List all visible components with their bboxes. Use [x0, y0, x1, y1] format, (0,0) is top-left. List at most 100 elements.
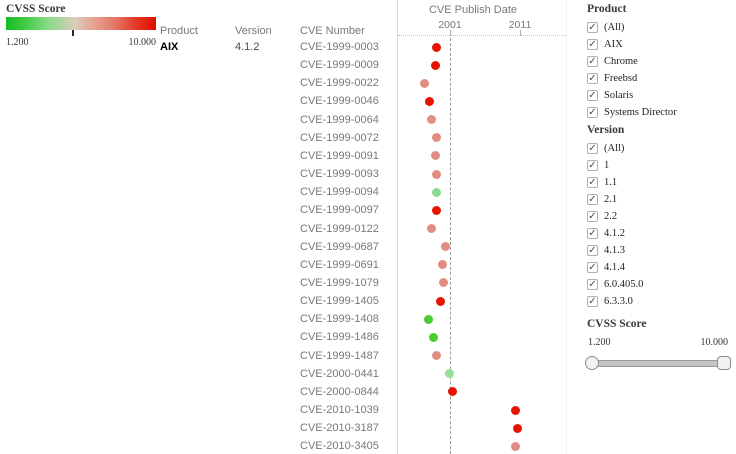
product-filter-title: Product [587, 3, 627, 15]
checkbox-checked-icon[interactable]: ✓ [587, 296, 598, 307]
cve-number-cell: CVE-2010-3405 [300, 440, 379, 453]
product-filter-option-chrome[interactable]: ✓ Chrome [587, 53, 677, 70]
version-filter-option-6-3-3-0[interactable]: ✓ 6.3.3.0 [587, 293, 643, 310]
cve-number-cell: CVE-1999-0091 [300, 149, 379, 162]
cve-mark-dot[interactable] [511, 441, 521, 451]
cve-mark-dot[interactable] [430, 60, 440, 70]
cve-mark-dot[interactable] [431, 187, 441, 197]
cvss-slider-track[interactable] [592, 360, 726, 367]
checkbox-checked-icon[interactable]: ✓ [587, 194, 598, 205]
filter-option-label: Systems Director [604, 107, 677, 118]
product-filter-option--all-[interactable]: ✓ (All) [587, 19, 677, 36]
cve-number-cell: CVE-1999-0122 [300, 222, 379, 235]
cve-mark-dot[interactable] [423, 314, 433, 324]
cve-mark-dot[interactable] [420, 78, 430, 88]
x-tick-mark [450, 30, 451, 36]
color-gradient-bar [6, 17, 156, 30]
checkbox-checked-icon[interactable]: ✓ [587, 39, 598, 50]
column-header-version[interactable]: Version [235, 25, 272, 37]
cve-row: CVE-1999-0122 [0, 220, 400, 238]
filter-option-label: 4.1.2 [604, 228, 625, 239]
product-filter-option-aix[interactable]: ✓ AIX [587, 36, 677, 53]
cvss-slider-right-handle[interactable] [717, 356, 731, 370]
cve-mark-dot[interactable] [431, 169, 441, 179]
checkbox-checked-icon[interactable]: ✓ [587, 228, 598, 239]
cve-mark-dot[interactable] [513, 423, 523, 433]
checkbox-checked-icon[interactable]: ✓ [587, 160, 598, 171]
cve-row: CVE-1999-0093 [0, 165, 400, 183]
cve-row: CVE-1999-0009 [0, 56, 400, 74]
filter-option-label: Chrome [604, 56, 638, 67]
checkbox-checked-icon[interactable]: ✓ [587, 211, 598, 222]
cve-number-cell: CVE-1999-0094 [300, 186, 379, 199]
cve-number-cell: CVE-1999-0691 [300, 258, 379, 271]
cve-number-cell: CVE-1999-0687 [300, 240, 379, 253]
cve-row: CVE-2000-0844 [0, 383, 400, 401]
filter-option-label: 6.3.3.0 [604, 296, 633, 307]
checkbox-checked-icon[interactable]: ✓ [587, 107, 598, 118]
checkbox-checked-icon[interactable]: ✓ [587, 22, 598, 33]
checkbox-checked-icon[interactable]: ✓ [587, 279, 598, 290]
cve-number-cell: CVE-1999-0003 [300, 41, 379, 53]
column-header-product[interactable]: Product [160, 25, 198, 37]
version-filter-option-1-1[interactable]: ✓ 1.1 [587, 174, 643, 191]
cve-number-cell: CVE-1999-1486 [300, 331, 379, 344]
product-filter-option-freebsd[interactable]: ✓ Freebsd [587, 70, 677, 87]
cve-mark-dot[interactable] [444, 369, 454, 379]
cve-mark-dot[interactable] [432, 42, 442, 52]
cve-mark-dot[interactable] [427, 115, 437, 125]
filter-option-label: Solaris [604, 90, 634, 101]
cve-mark-dot[interactable] [440, 242, 450, 252]
version-filter-option-2-2[interactable]: ✓ 2.2 [587, 208, 643, 225]
version-filter-option-1[interactable]: ✓ 1 [587, 157, 643, 174]
filter-option-label: 4.1.4 [604, 262, 625, 273]
cve-mark-dot[interactable] [432, 205, 442, 215]
checkbox-checked-icon[interactable]: ✓ [587, 73, 598, 84]
product-filter-list: ✓ (All) ✓ AIX ✓ Chrome ✓ Freebsd ✓ Solaris ✓ System… [587, 19, 677, 121]
version-cell: 4.1.2 [235, 41, 260, 53]
version-filter-option-6-0-405-0[interactable]: ✓ 6.0.405.0 [587, 276, 643, 293]
cve-row: CVE-1999-1487 [0, 347, 400, 365]
legend-min-label: 1.200 [6, 37, 29, 48]
cve-number-cell: CVE-1999-1405 [300, 295, 379, 308]
cve-number-cell: CVE-1999-0072 [300, 131, 379, 144]
cve-mark-dot[interactable] [424, 96, 434, 106]
cve-mark-dot[interactable] [430, 151, 440, 161]
cve-mark-dot[interactable] [426, 224, 436, 233]
cve-mark-dot[interactable] [511, 405, 521, 415]
cve-mark-dot[interactable] [436, 296, 446, 306]
checkbox-checked-icon[interactable]: ✓ [587, 56, 598, 67]
cve-row: CVE-1999-0687 [0, 238, 400, 256]
filter-option-label: 4.1.3 [604, 245, 625, 256]
chart-left-divider [397, 0, 398, 454]
checkbox-checked-icon[interactable]: ✓ [587, 245, 598, 256]
filter-option-label: 6.0.405.0 [604, 279, 644, 290]
checkbox-checked-icon[interactable]: ✓ [587, 90, 598, 101]
cve-mark-dot[interactable] [431, 133, 441, 143]
product-filter-option-systems-director[interactable]: ✓ Systems Director [587, 104, 677, 121]
cve-mark-dot[interactable] [438, 278, 448, 288]
column-header-cve-number[interactable]: CVE Number [300, 25, 365, 37]
cve-row: CVE-1999-0022 [0, 74, 400, 92]
version-filter-option-4-1-4[interactable]: ✓ 4.1.4 [587, 259, 643, 276]
version-filter-option-4-1-3[interactable]: ✓ 4.1.3 [587, 242, 643, 259]
version-filter-option-2-1[interactable]: ✓ 2.1 [587, 191, 643, 208]
cve-mark-dot[interactable] [431, 351, 441, 360]
checkbox-checked-icon[interactable]: ✓ [587, 143, 598, 154]
cve-mark-dot[interactable] [437, 260, 447, 270]
cvss-slider-left-handle[interactable] [585, 356, 599, 370]
reference-line-dashed [450, 38, 451, 454]
filter-option-label: 1.1 [604, 177, 618, 188]
cve-mark-dot[interactable] [447, 387, 457, 397]
version-filter-option-4-1-2[interactable]: ✓ 4.1.2 [587, 225, 643, 242]
product-filter-option-solaris[interactable]: ✓ Solaris [587, 87, 677, 104]
legend-tick-mark [72, 30, 74, 36]
version-filter-option--all-[interactable]: ✓ (All) [587, 140, 643, 157]
checkbox-checked-icon[interactable]: ✓ [587, 177, 598, 188]
cve-mark-dot[interactable] [428, 332, 438, 342]
cve-row: AIX 4.1.2 CVE-1999-0003 [0, 38, 400, 56]
cve-number-cell: CVE-1999-0009 [300, 59, 379, 72]
checkbox-checked-icon[interactable]: ✓ [587, 262, 598, 273]
x-axis-line [398, 35, 566, 36]
